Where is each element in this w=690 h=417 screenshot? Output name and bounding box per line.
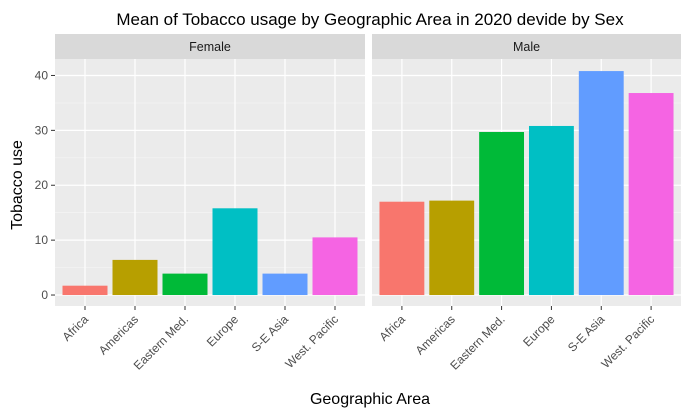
x-tick-label: S-E Asia xyxy=(249,312,292,355)
x-tick-label: Africa xyxy=(376,312,408,344)
x-tick-label: Africa xyxy=(60,312,92,344)
x-tick-label: Americas xyxy=(413,312,458,357)
y-tick-label: 0 xyxy=(41,288,48,302)
bar-male-west-pacific xyxy=(628,93,674,296)
bar-female-s-e-asia xyxy=(262,273,308,296)
bar-male-africa xyxy=(379,201,425,296)
bar-female-europe xyxy=(212,208,258,296)
y-axis-title: Tobacco use xyxy=(9,140,26,230)
facet-strip xyxy=(55,34,365,59)
bar-female-eastern-med xyxy=(162,273,208,296)
x-tick-label: Americas xyxy=(96,312,141,357)
bar-male-s-e-asia xyxy=(578,71,624,296)
bar-female-africa xyxy=(62,285,108,296)
chart-title: Mean of Tobacco usage by Geographic Area… xyxy=(116,10,624,29)
x-tick-label: S-E Asia xyxy=(565,312,608,355)
x-axis-title: Geographic Area xyxy=(310,391,430,408)
bar-male-americas xyxy=(429,200,475,296)
x-tick-label: West. Pacific xyxy=(282,312,341,371)
y-tick-label: 30 xyxy=(35,123,49,137)
facet-strip-label: Female xyxy=(189,40,231,54)
y-axis: 0 10 20 30 40 xyxy=(35,68,55,302)
y-tick-label: 40 xyxy=(35,68,49,82)
facet-strip xyxy=(372,34,681,59)
x-tick-label: Europe xyxy=(520,312,557,349)
bar-female-west-pacific xyxy=(312,237,358,296)
y-tick-label: 20 xyxy=(35,178,49,192)
bar-male-europe xyxy=(528,125,574,296)
x-tick-label: Europe xyxy=(204,312,241,349)
bar-female-americas xyxy=(112,259,158,296)
x-tick-label: West. Pacific xyxy=(598,312,657,371)
bar-male-eastern-med xyxy=(479,132,525,296)
facet-strip-label: Male xyxy=(513,40,540,54)
y-tick-label: 10 xyxy=(35,233,49,247)
